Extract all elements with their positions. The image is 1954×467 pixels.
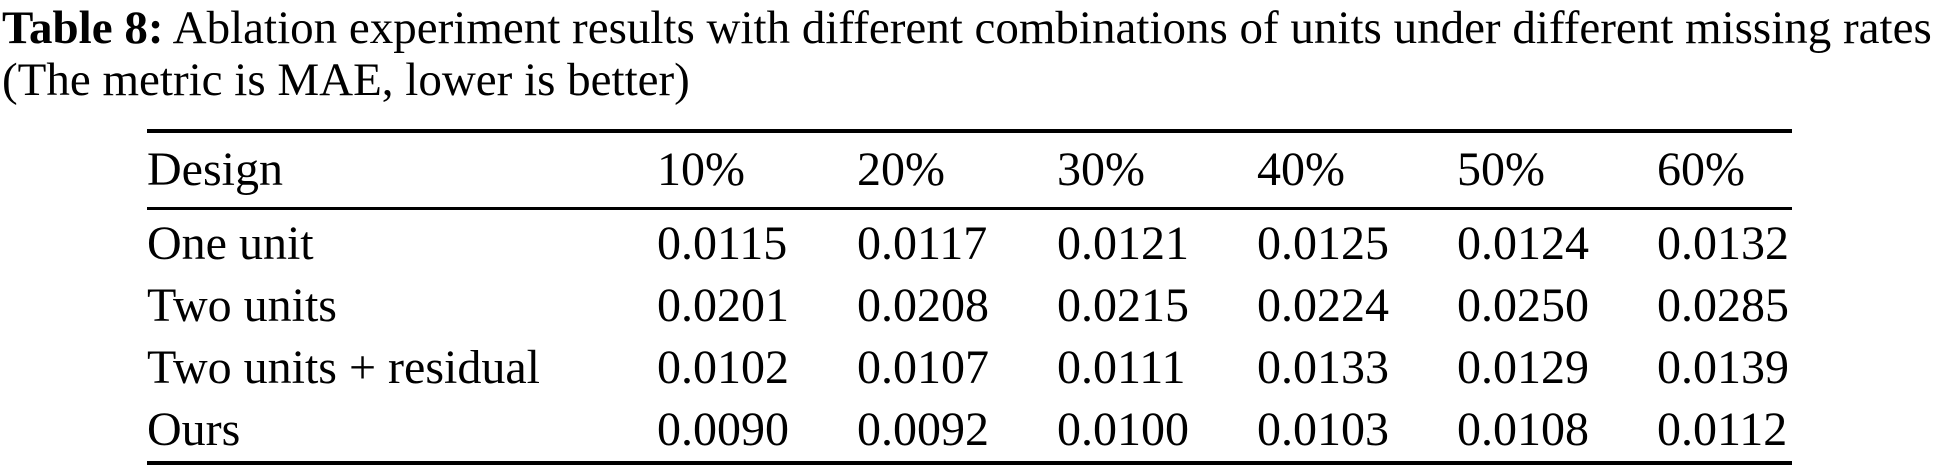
table-row-one-unit: One unit 0.0115 0.0117 0.0121 0.0125 0.0… (147, 209, 1792, 276)
table-row-two-units-residual: Two units + residual 0.0102 0.0107 0.011… (147, 337, 1792, 399)
table-cell: 0.0125 (1257, 217, 1389, 270)
table-cell: 0.0090 (657, 403, 789, 456)
column-header-20pct: 20% (857, 143, 945, 196)
table-cell: 0.0215 (1057, 279, 1189, 332)
table-cell: 0.0129 (1457, 341, 1589, 394)
table-cell: 0.0111 (1057, 341, 1186, 394)
table-cell: 0.0112 (1657, 403, 1788, 456)
table-cell: 0.0285 (1657, 279, 1789, 332)
table-row-ours: Ours 0.0090 0.0092 0.0100 0.0103 0.0108 … (147, 399, 1792, 463)
table-cell: 0.0124 (1457, 217, 1589, 270)
table-cell: 0.0201 (657, 279, 789, 332)
table-cell: 0.0132 (1657, 217, 1789, 270)
table-cell: 0.0117 (857, 217, 988, 270)
row-label: One unit (147, 217, 314, 270)
column-header-40pct: 40% (1257, 143, 1345, 196)
table-caption-text: Ablation experiment results with differe… (2, 2, 1932, 106)
table-cell: 0.0107 (857, 341, 989, 394)
ablation-results-table: Design 10% 20% 30% 40% 50% 60% One unit … (147, 129, 1792, 465)
column-header-50pct: 50% (1457, 143, 1545, 196)
table-cell: 0.0102 (657, 341, 789, 394)
row-label: Two units + residual (147, 341, 540, 394)
column-header-design: Design (147, 143, 283, 196)
row-label: Two units (147, 279, 337, 332)
table-cell: 0.0208 (857, 279, 989, 332)
table-row-two-units: Two units 0.0201 0.0208 0.0215 0.0224 0.… (147, 275, 1792, 337)
column-header-60pct: 60% (1657, 143, 1745, 196)
table-caption-label: Table 8: (2, 2, 164, 54)
table-caption: Table 8: Ablation experiment results wit… (0, 0, 1952, 106)
table-cell: 0.0250 (1457, 279, 1589, 332)
table-cell: 0.0133 (1257, 341, 1389, 394)
table-cell: 0.0224 (1257, 279, 1389, 332)
table-cell: 0.0121 (1057, 217, 1189, 270)
column-header-30pct: 30% (1057, 143, 1145, 196)
table-cell: 0.0100 (1057, 403, 1189, 456)
table-header-row: Design 10% 20% 30% 40% 50% 60% (147, 131, 1792, 209)
column-header-10pct: 10% (657, 143, 745, 196)
table-cell: 0.0115 (657, 217, 788, 270)
table-cell: 0.0103 (1257, 403, 1389, 456)
table-cell: 0.0108 (1457, 403, 1589, 456)
row-label: Ours (147, 403, 241, 456)
table-cell: 0.0139 (1657, 341, 1789, 394)
table-cell: 0.0092 (857, 403, 989, 456)
